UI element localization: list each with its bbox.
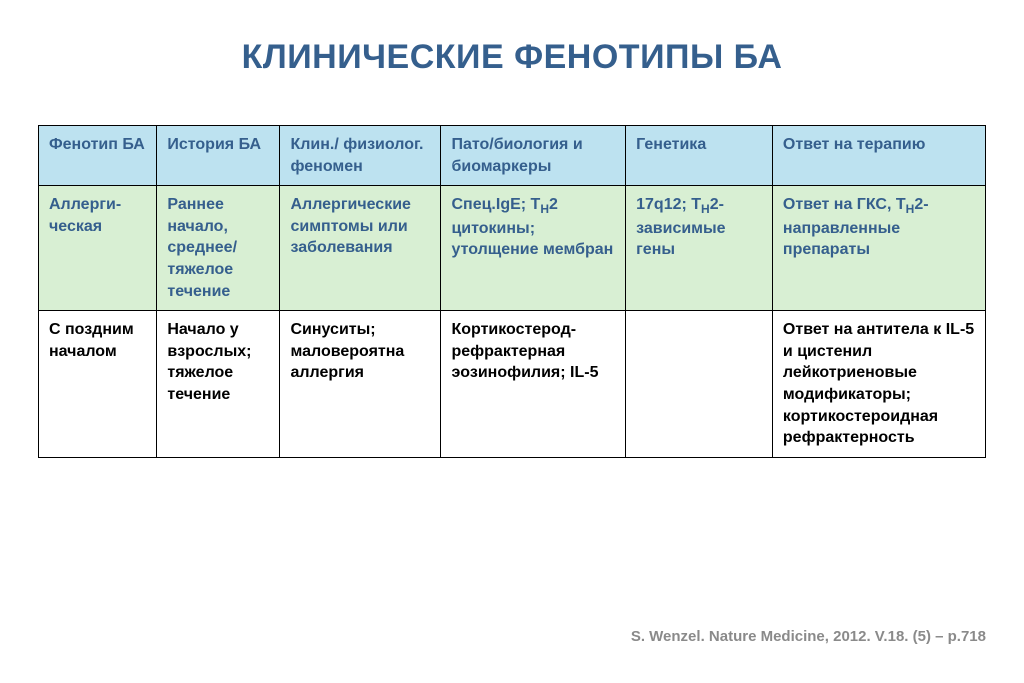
col-header-biology: Пато/биология и биомаркеры <box>441 126 626 186</box>
col-header-therapy: Ответ на терапию <box>772 126 985 186</box>
cell-clinical: Синуситы; маловероятна аллергия <box>280 311 441 458</box>
table-row: С поздним началом Начало у взрослых; тяж… <box>39 311 986 458</box>
cell-history: Раннее начало, среднее/тяжелое течение <box>157 186 280 311</box>
cell-therapy: Ответ на ГКС, TH2-направленные препараты <box>772 186 985 311</box>
cell-clinical: Аллергические симптомы или заболевания <box>280 186 441 311</box>
slide-title: КЛИНИЧЕСКИЕ ФЕНОТИПЫ БА <box>0 0 1024 125</box>
col-header-phenotype: Фенотип БА <box>39 126 157 186</box>
cell-genetics <box>626 311 773 458</box>
cell-therapy: Ответ на антитела к IL-5 и цистенил лейк… <box>772 311 985 458</box>
citation-text: S. Wenzel. Nature Medicine, 2012. V.18. … <box>631 628 986 645</box>
cell-history: Начало у взрослых; тяжелое течение <box>157 311 280 458</box>
cell-phenotype: Аллерги-ческая <box>39 186 157 311</box>
table-row: Аллерги-ческая Раннее начало, среднее/тя… <box>39 186 986 311</box>
cell-phenotype: С поздним началом <box>39 311 157 458</box>
table-header-row: Фенотип БА История БА Клин./ физиолог. ф… <box>39 126 986 186</box>
cell-biology: Кортикостерод-рефрактерная эозинофилия; … <box>441 311 626 458</box>
table-container: Фенотип БА История БА Клин./ физиолог. ф… <box>0 125 1024 458</box>
cell-biology: Спец.IgE; TH2 цитокины; утолщение мембра… <box>441 186 626 311</box>
col-header-history: История БА <box>157 126 280 186</box>
col-header-clinical: Клин./ физиолог. феномен <box>280 126 441 186</box>
cell-genetics: 17q12; TH2-зависимые гены <box>626 186 773 311</box>
col-header-genetics: Генетика <box>626 126 773 186</box>
phenotypes-table: Фенотип БА История БА Клин./ физиолог. ф… <box>38 125 986 458</box>
